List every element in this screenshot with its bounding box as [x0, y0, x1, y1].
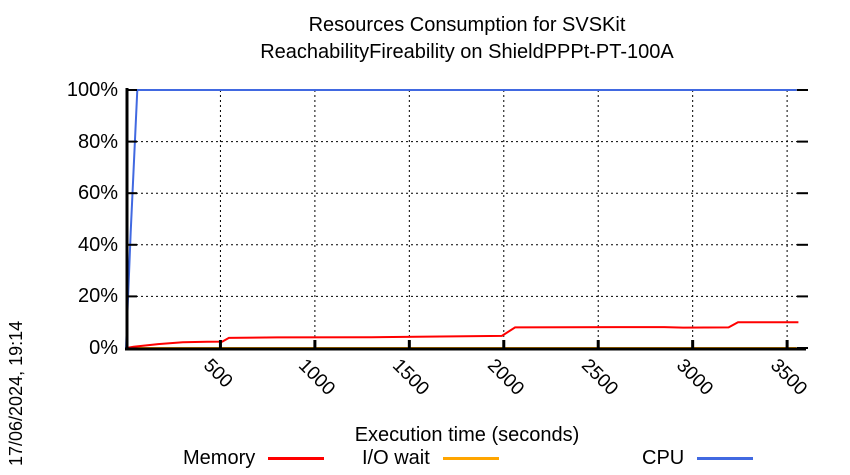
legend-label: Memory — [183, 446, 256, 469]
legend-item-i-o-wait: I/O wait — [362, 446, 499, 470]
x-axis-title: Execution time (seconds) — [354, 424, 580, 446]
legend-item-memory: Memory — [183, 446, 325, 470]
y-tick-label-100pct: 100% — [66, 79, 118, 101]
series-line-memory — [125, 321, 799, 349]
y-tick-label-20pct: 20% — [77, 285, 118, 308]
y-tick-label-60pct: 60% — [77, 182, 118, 205]
legend-item-cpu: CPU — [642, 446, 754, 470]
y-tick-label-0pct: 0% — [89, 337, 118, 359]
y-tick-label-80pct: 80% — [77, 130, 118, 153]
chart-title-line2: ReachabilityFireability on ShieldPPPt-PT… — [260, 41, 674, 63]
legend-label: I/O wait — [362, 446, 430, 469]
legend-line-swatch — [442, 456, 499, 460]
legend-label: CPU — [642, 446, 685, 469]
series-line-cpu — [125, 89, 797, 349]
legend-line-swatch — [268, 456, 325, 460]
chart-title-line1: Resources Consumption for SVSKit — [308, 14, 626, 36]
legend-line-swatch — [697, 456, 754, 460]
y-tick-label-40pct: 40% — [77, 233, 118, 256]
chart-title: Resources Consumption for SVSKit Reachab… — [126, 12, 808, 66]
